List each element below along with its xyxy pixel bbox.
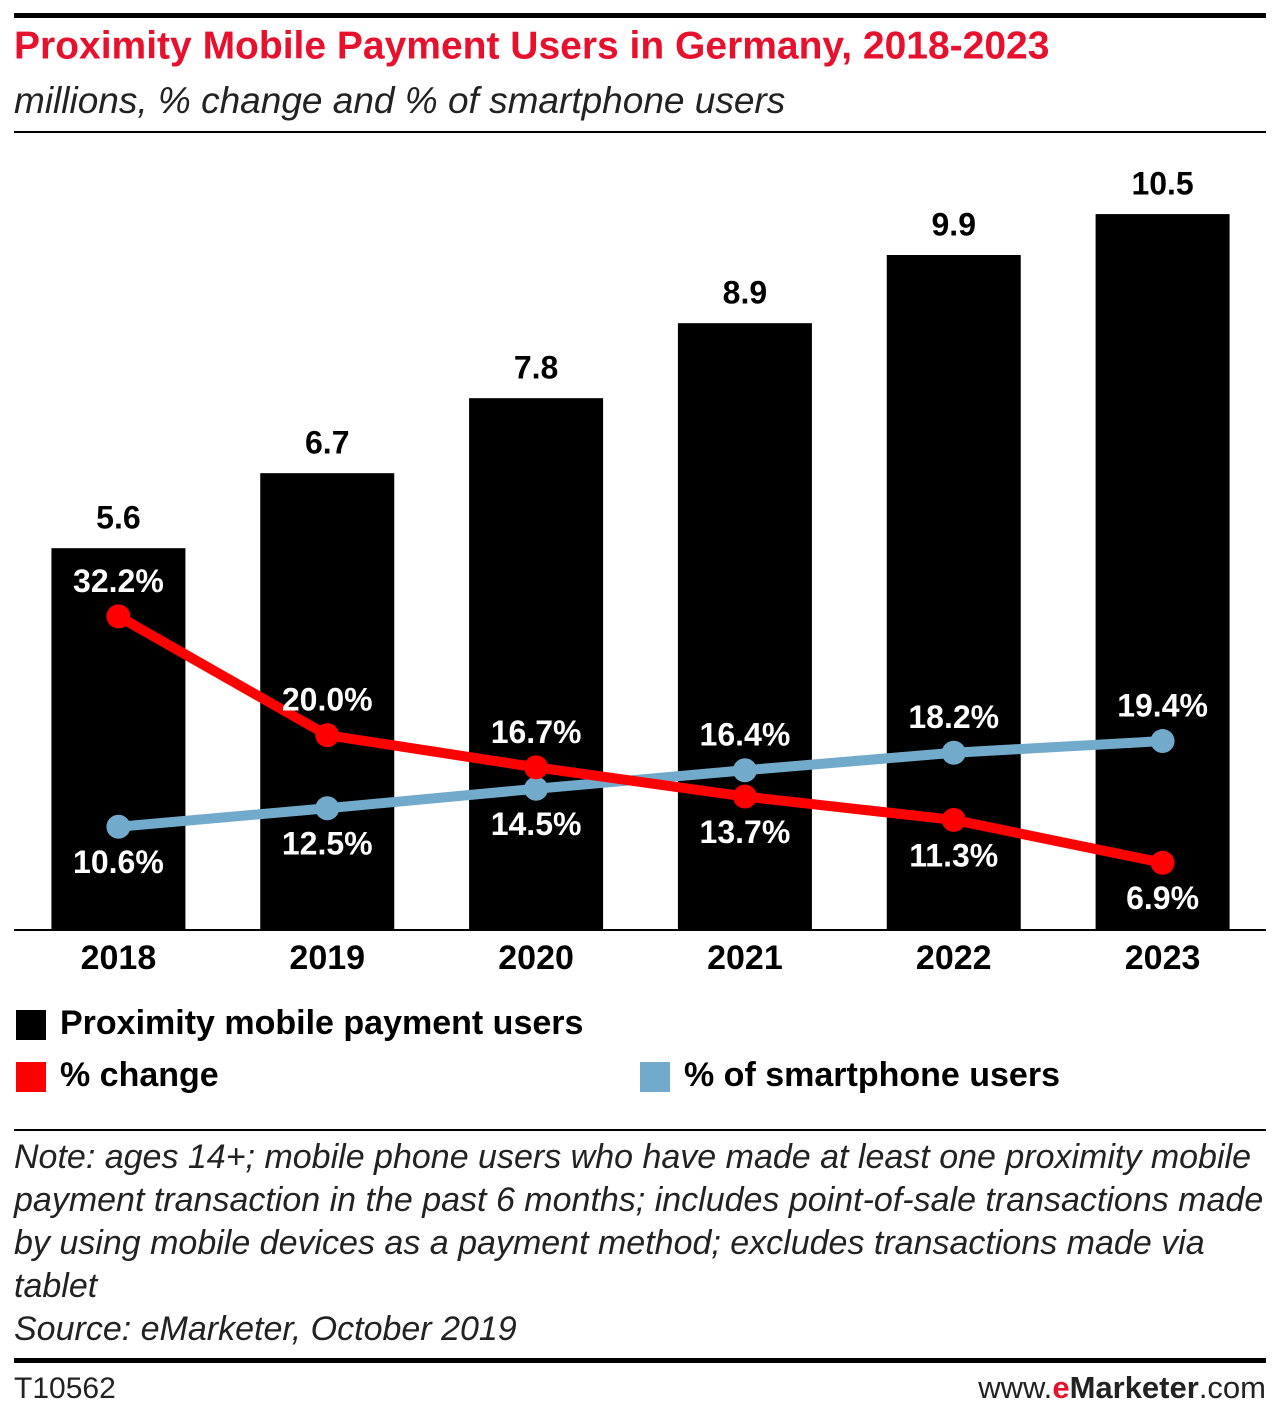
line bbox=[115, 612, 1164, 868]
x-tick-label: 2021 bbox=[707, 939, 783, 977]
line-value-label: 14.5% bbox=[491, 806, 582, 842]
chart-subtitle: millions, % change and % of smartphone u… bbox=[14, 80, 785, 121]
note: Note: ages 14+; mobile phone users who h… bbox=[14, 1136, 1270, 1351]
legend-swatch bbox=[640, 1062, 670, 1092]
legend-label: % of smartphone users bbox=[684, 1056, 1060, 1094]
baseline bbox=[14, 929, 1266, 931]
line-value-label: 16.4% bbox=[700, 717, 791, 753]
url-part: www. bbox=[977, 1370, 1052, 1405]
line-value-label: 20.0% bbox=[282, 682, 373, 718]
line-marker bbox=[941, 807, 966, 832]
site-url: www.eMarketer.com bbox=[977, 1370, 1266, 1405]
rule bbox=[14, 1358, 1266, 1363]
line-marker bbox=[941, 740, 966, 765]
line-value-label: 32.2% bbox=[73, 563, 164, 599]
x-tick-label: 2019 bbox=[289, 939, 365, 977]
line-value-label: 13.7% bbox=[700, 814, 791, 850]
line-marker bbox=[315, 796, 340, 821]
url-part: Marketer bbox=[1070, 1370, 1199, 1405]
chart-id: T10562 bbox=[14, 1372, 116, 1405]
legend-swatch bbox=[16, 1062, 46, 1092]
legend-label: Proximity mobile payment users bbox=[60, 1004, 583, 1042]
line-marker bbox=[1150, 729, 1175, 754]
line-marker bbox=[524, 776, 549, 801]
bar bbox=[1095, 214, 1230, 930]
rule bbox=[14, 131, 1266, 133]
line-marker bbox=[732, 784, 757, 809]
bar-value-label: 7.8 bbox=[514, 350, 558, 386]
x-tick-label: 2020 bbox=[498, 939, 574, 977]
legend-label: % change bbox=[60, 1056, 219, 1094]
bar bbox=[469, 398, 604, 930]
line-marker bbox=[524, 755, 549, 780]
line-value-label: 19.4% bbox=[1117, 687, 1208, 723]
line-marker bbox=[106, 604, 131, 629]
line-marker bbox=[315, 723, 340, 748]
bar bbox=[260, 473, 395, 930]
x-tick-label: 2018 bbox=[81, 939, 157, 977]
rule bbox=[14, 1129, 1266, 1131]
top-rule bbox=[14, 13, 1266, 18]
note-text: Note: ages 14+; mobile phone users who h… bbox=[14, 1138, 1264, 1305]
bar-value-label: 6.7 bbox=[305, 425, 349, 461]
url-part: .com bbox=[1199, 1370, 1266, 1405]
line-value-label: 12.5% bbox=[282, 826, 373, 862]
bar-value-label: 8.9 bbox=[723, 275, 767, 311]
bar-value-label: 5.6 bbox=[96, 500, 140, 536]
line-marker bbox=[732, 758, 757, 783]
source-text: Source: eMarketer, October 2019 bbox=[14, 1310, 517, 1348]
line-value-label: 10.6% bbox=[73, 844, 164, 880]
bar bbox=[677, 323, 812, 930]
line-value-label: 6.9% bbox=[1126, 880, 1199, 916]
line-value-label: 11.3% bbox=[909, 837, 998, 873]
chart-title: Proximity Mobile Payment Users in German… bbox=[14, 24, 1049, 67]
x-tick-label: 2023 bbox=[1125, 939, 1201, 977]
bar-value-label: 9.9 bbox=[932, 206, 976, 242]
x-tick-label: 2022 bbox=[916, 939, 992, 977]
line-value-label: 18.2% bbox=[908, 699, 999, 735]
line-marker bbox=[1150, 850, 1175, 875]
url-part: e bbox=[1052, 1370, 1069, 1405]
line-value-label: 16.7% bbox=[491, 714, 582, 750]
legend-swatch bbox=[16, 1010, 46, 1040]
line-marker bbox=[106, 814, 131, 839]
bar-value-label: 10.5 bbox=[1131, 166, 1193, 202]
